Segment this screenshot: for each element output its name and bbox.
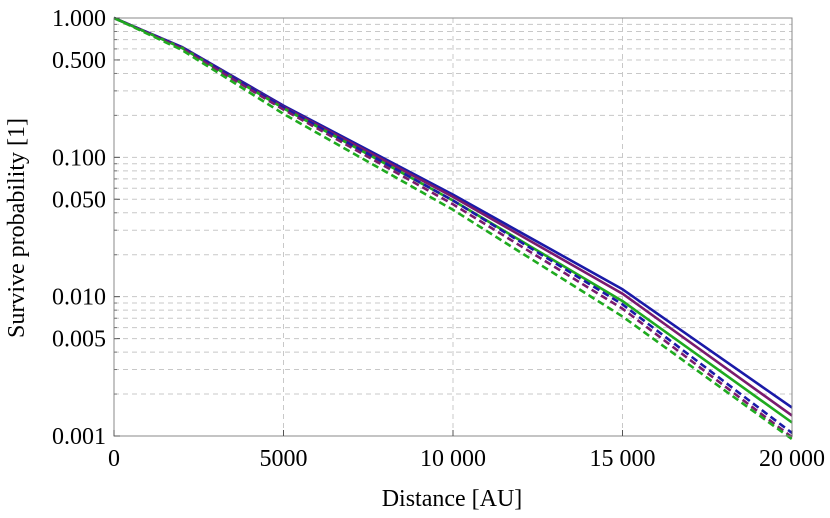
x-tick-label: 10 000 <box>420 446 486 472</box>
series-line <box>113 16 793 441</box>
y-tick-label: 1.000 <box>52 6 106 32</box>
y-tick-label: 0.010 <box>52 285 106 311</box>
series-lines <box>113 16 793 441</box>
x-tick-label: 20 000 <box>759 446 825 472</box>
y-tick-label: 0.050 <box>52 187 106 213</box>
x-tick-label: 0 <box>108 446 120 472</box>
y-tick-label: 0.500 <box>52 48 106 74</box>
ticks: 0 5000 10 000 15 000 20 000 1.000 0.500 0.100 0.… <box>52 6 825 472</box>
y-tick-label: 0.005 <box>52 327 106 353</box>
y-axis-label: Survive probability [1] <box>4 118 30 338</box>
x-tick-label: 5000 <box>260 446 308 472</box>
x-axis-label: Distance [AU] <box>382 486 523 512</box>
x-tick-label: 15 000 <box>590 446 656 472</box>
grid <box>113 18 793 437</box>
y-tick-label: 0.100 <box>52 145 106 171</box>
y-tick-label: 0.001 <box>52 424 106 450</box>
